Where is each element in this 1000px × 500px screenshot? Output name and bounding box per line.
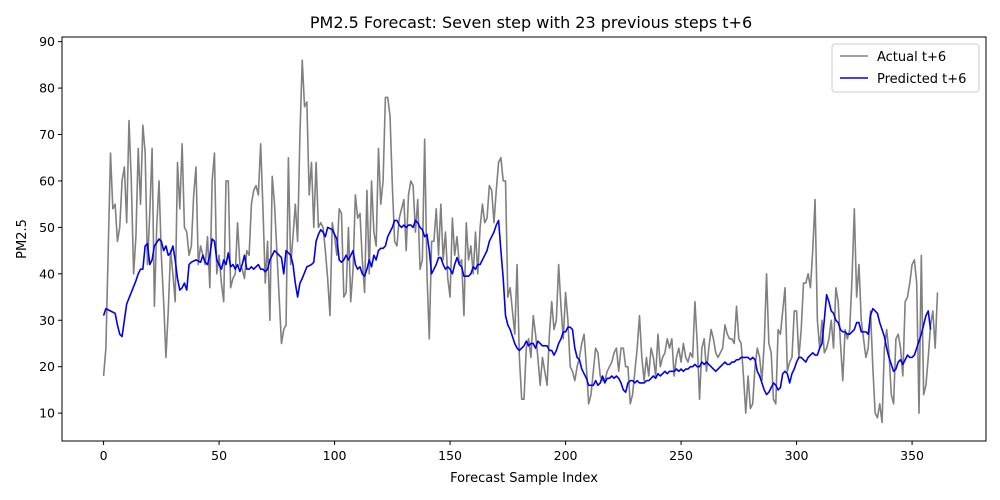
y-tick-label: 60	[39, 173, 55, 188]
chart-title: PM2.5 Forecast: Seven step with 23 previ…	[310, 13, 752, 32]
x-tick-label: 200	[554, 448, 578, 463]
y-tick-label: 70	[39, 127, 55, 142]
plot-frame	[61, 36, 987, 442]
x-tick-label: 0	[100, 448, 108, 463]
y-tick-label: 20	[39, 359, 55, 374]
x-tick-label: 250	[669, 448, 693, 463]
y-tick-label: 30	[39, 313, 55, 328]
x-tick-label: 350	[900, 448, 924, 463]
series-group	[102, 59, 939, 424]
x-tick-label: 300	[785, 448, 809, 463]
y-tick-label: 10	[39, 406, 55, 421]
legend-label-predicted: Predicted t+6	[877, 72, 966, 87]
series-line-predicted	[102, 219, 932, 396]
y-tick-label: 40	[39, 266, 55, 281]
legend: Actual t+6 Predicted t+6	[831, 43, 980, 93]
x-tick-label: 100	[323, 448, 347, 463]
y-tick-label: 80	[39, 81, 55, 96]
x-tick-label: 150	[438, 448, 462, 463]
y-axis-label: PM2.5	[15, 219, 30, 259]
legend-label-actual: Actual t+6	[877, 50, 946, 65]
y-tick-label: 50	[39, 220, 55, 235]
x-tick-label: 50	[211, 448, 227, 463]
legend-box	[831, 43, 980, 93]
series-line-actual	[102, 59, 939, 424]
x-axis: 0 50 100 150 200 250 300 350	[100, 441, 924, 463]
y-tick-label: 90	[39, 34, 55, 49]
x-axis-label: Forecast Sample Index	[450, 471, 598, 486]
y-axis: 10 20 30 40 50 60 70 80 90	[39, 34, 62, 421]
